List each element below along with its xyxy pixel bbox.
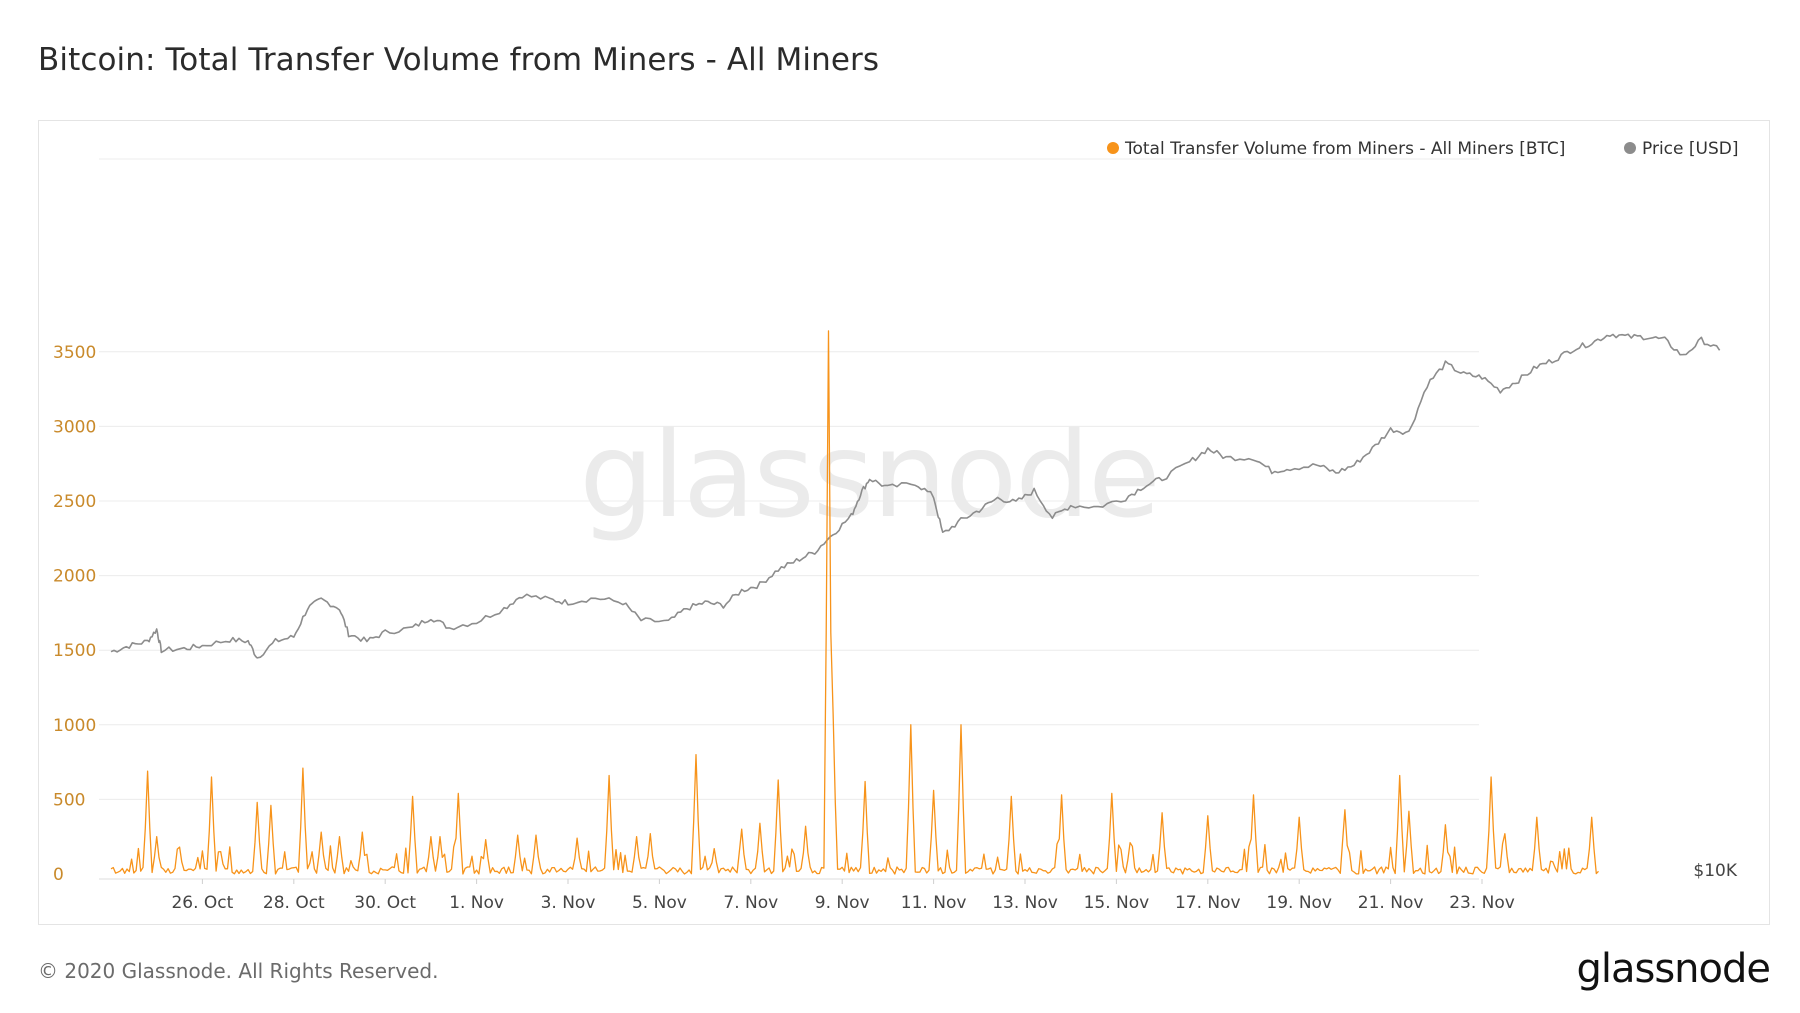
volume-series [110, 330, 1599, 875]
y-tick-label: 1500 [53, 641, 96, 661]
legend-item-volume[interactable]: Total Transfer Volume from Miners - All … [1107, 139, 1565, 159]
x-tick-label: 28. Oct [263, 893, 325, 913]
y-tick-label: 0 [53, 865, 64, 885]
y-axis-right-tick: $10K [1693, 861, 1737, 881]
x-tick-label: 15. Nov [1084, 893, 1150, 913]
y-tick-label: 2500 [53, 492, 96, 512]
y-tick-label: 3000 [53, 417, 96, 437]
y-tick-label: 500 [53, 790, 85, 810]
legend: Total Transfer Volume from Miners - All … [1107, 139, 1738, 159]
legend-item-price[interactable]: Price [USD] [1624, 139, 1738, 159]
volume-line [110, 330, 1599, 875]
legend-price-label: Price [USD] [1642, 139, 1738, 159]
y-tick-label: 3500 [53, 343, 96, 363]
glassnode-logo[interactable]: glassnode [1576, 946, 1771, 992]
x-tick-label: 21. Nov [1358, 893, 1424, 913]
watermark-text: glassnode [579, 406, 1158, 544]
legend-volume-label: Total Transfer Volume from Miners - All … [1124, 139, 1565, 159]
price-line [110, 333, 1721, 659]
x-tick-label: 1. Nov [449, 893, 504, 913]
grid-lines [99, 158, 1479, 800]
x-tick-label: 26. Oct [171, 893, 233, 913]
x-axis: 26. Oct 28. Oct 30. Oct 1. Nov 3. Nov 5. Nov 7… [99, 878, 1515, 913]
legend-price-marker [1624, 142, 1636, 154]
y-tick-label: 1000 [53, 716, 96, 736]
x-tick-label: 23. Nov [1449, 893, 1515, 913]
y-tick-label: 2000 [53, 567, 96, 587]
legend-volume-marker [1107, 142, 1119, 154]
x-tick-label: 17. Nov [1175, 893, 1241, 913]
x-tick-label: 5. Nov [632, 893, 687, 913]
y-axis-left: 0 500 1000 1500 2000 2500 3000 3500 [53, 343, 96, 885]
x-tick-label: 7. Nov [723, 893, 778, 913]
x-tick-label: 9. Nov [815, 893, 870, 913]
x-tick-label: 11. Nov [901, 893, 967, 913]
price-series [110, 333, 1721, 659]
x-tick-label: 30. Oct [354, 893, 416, 913]
chart-title: Bitcoin: Total Transfer Volume from Mine… [38, 42, 880, 78]
chart-canvas[interactable]: glassnode 0 500 1000 1500 2000 2500 3000 3500 2… [39, 121, 1771, 926]
x-tick-label: 13. Nov [992, 893, 1058, 913]
chart-frame: glassnode 0 500 1000 1500 2000 2500 3000 3500 2… [38, 120, 1770, 925]
x-tick-label: 3. Nov [541, 893, 596, 913]
x-tick-label: 19. Nov [1266, 893, 1332, 913]
copyright-text: © 2020 Glassnode. All Rights Reserved. [38, 959, 439, 983]
